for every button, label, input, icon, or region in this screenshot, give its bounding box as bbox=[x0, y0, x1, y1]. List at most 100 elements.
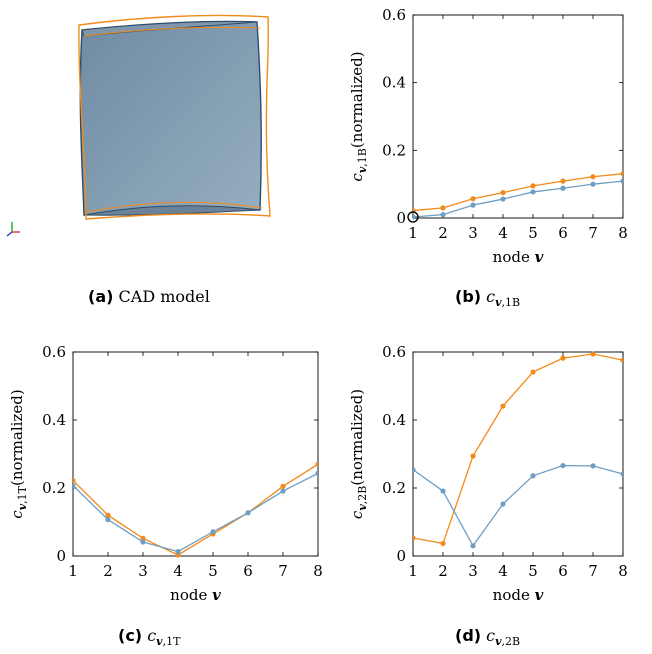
series-line-blue bbox=[413, 464, 623, 548]
x-axis-label-word: node bbox=[493, 248, 535, 266]
caption-c-sub-bold: v bbox=[156, 635, 163, 649]
x-axis-label-symbol: v bbox=[212, 586, 221, 604]
plot-area bbox=[413, 171, 623, 220]
data-point-orange bbox=[105, 512, 111, 518]
data-point-orange bbox=[500, 190, 506, 196]
data-point-orange bbox=[590, 174, 596, 180]
caption-b-sub: ,1B bbox=[501, 296, 521, 310]
x-tick-label: 1 bbox=[408, 224, 418, 242]
deformed-inner-line bbox=[83, 26, 261, 37]
data-point-blue bbox=[280, 488, 286, 494]
x-axis-label: node v bbox=[170, 586, 221, 604]
data-point-blue bbox=[440, 488, 446, 494]
data-point-blue bbox=[620, 471, 623, 477]
data-point-orange bbox=[470, 453, 476, 459]
x-tick-label: 8 bbox=[313, 562, 323, 580]
data-point-blue bbox=[210, 529, 216, 535]
y-axis-label-sub: ,2B bbox=[356, 486, 369, 505]
data-point-blue bbox=[140, 539, 146, 545]
y-axis-label-sub: ,1T bbox=[16, 485, 29, 503]
caption-a-text: CAD model bbox=[118, 287, 210, 306]
data-point-orange bbox=[440, 205, 446, 211]
data-point-blue bbox=[560, 462, 566, 469]
y-tick-label: 0 bbox=[56, 547, 66, 565]
series-line-orange bbox=[413, 173, 623, 212]
x-axis-label-word: node bbox=[170, 586, 212, 604]
x-tick-label: 5 bbox=[208, 562, 218, 580]
y-axis-label-sub: ,1B bbox=[356, 148, 369, 167]
series-line-blue bbox=[73, 472, 318, 553]
x-tick-label: 2 bbox=[103, 562, 113, 580]
y-tick-label: 0.2 bbox=[382, 479, 406, 497]
data-point-orange bbox=[73, 477, 76, 484]
data-point-orange bbox=[470, 196, 476, 202]
caption-d-letter: (d) bbox=[455, 626, 482, 645]
cad-model-view bbox=[6, 14, 271, 237]
y-axis-label-unit: (normalized) bbox=[348, 389, 366, 486]
series-line-orange bbox=[73, 463, 318, 556]
series-line-orange bbox=[413, 353, 623, 545]
caption-d-sub-bold: v bbox=[495, 635, 502, 649]
data-point-blue bbox=[620, 178, 623, 184]
x-tick-label: 7 bbox=[278, 562, 288, 580]
data-point-blue bbox=[560, 185, 566, 191]
y-tick-label: 0.4 bbox=[382, 411, 406, 429]
y-axis-label: cv,1B(normalized) bbox=[348, 51, 369, 181]
y-tick-label: 0.6 bbox=[42, 343, 66, 361]
deformed-bottom-line bbox=[85, 201, 263, 213]
x-axis-label-symbol: v bbox=[535, 248, 544, 266]
x-tick-label: 2 bbox=[438, 224, 448, 242]
cad-body bbox=[79, 20, 262, 216]
highlight-marker bbox=[407, 211, 419, 223]
y-tick-label: 0.2 bbox=[382, 141, 406, 159]
y-tick-label: 0.2 bbox=[42, 479, 66, 497]
x-axis-label: node v bbox=[493, 248, 544, 266]
y-tick-label: 0.6 bbox=[382, 343, 406, 361]
y-tick-label: 0.4 bbox=[42, 411, 66, 429]
data-point-orange bbox=[140, 535, 146, 541]
data-point-orange bbox=[315, 461, 318, 467]
caption-a-letter: (a) bbox=[88, 287, 114, 306]
data-point-orange bbox=[560, 355, 566, 361]
deformed-outline bbox=[78, 14, 271, 220]
data-point-blue bbox=[470, 543, 476, 549]
caption-b: (b) cv,1B bbox=[455, 287, 520, 309]
caption-d-sub: ,2B bbox=[501, 635, 521, 649]
x-tick-label: 7 bbox=[588, 562, 598, 580]
data-point-orange bbox=[280, 483, 286, 489]
plot-frame bbox=[72, 351, 319, 557]
x-tick-label: 6 bbox=[558, 562, 568, 580]
x-axis-label: node v bbox=[493, 586, 544, 604]
data-point-orange bbox=[530, 183, 536, 189]
y-axis-label-symbol: c bbox=[348, 173, 366, 182]
plot-frame bbox=[412, 351, 624, 557]
data-point-blue bbox=[530, 473, 536, 479]
x-axis-label-symbol: v bbox=[535, 586, 544, 604]
data-point-orange bbox=[500, 403, 506, 409]
x-tick-label: 3 bbox=[138, 562, 148, 580]
y-axis-label: cv,2B(normalized) bbox=[348, 389, 369, 519]
data-point-orange bbox=[590, 351, 596, 357]
data-point-blue bbox=[500, 501, 506, 507]
x-tick-label: 4 bbox=[173, 562, 183, 580]
x-axis-label-word: node bbox=[493, 586, 535, 604]
data-point-blue bbox=[245, 510, 251, 516]
caption-c: (c) cv,1T bbox=[118, 626, 180, 648]
data-point-blue bbox=[500, 196, 506, 202]
x-tick-label: 4 bbox=[498, 562, 508, 580]
x-tick-label: 5 bbox=[528, 224, 538, 242]
x-tick-label: 3 bbox=[468, 224, 478, 242]
x-tick-label: 3 bbox=[468, 562, 478, 580]
data-point-blue bbox=[413, 467, 416, 473]
plot-area bbox=[73, 461, 318, 558]
caption-d-symbol: c bbox=[486, 626, 496, 645]
caption-b-symbol: c bbox=[486, 287, 496, 306]
x-tick-label: 7 bbox=[588, 224, 598, 242]
caption-b-sub-bold: v bbox=[495, 296, 502, 310]
x-tick-label: 1 bbox=[68, 562, 78, 580]
y-axis-label-unit: (normalized) bbox=[348, 51, 366, 148]
data-point-blue bbox=[590, 181, 596, 187]
